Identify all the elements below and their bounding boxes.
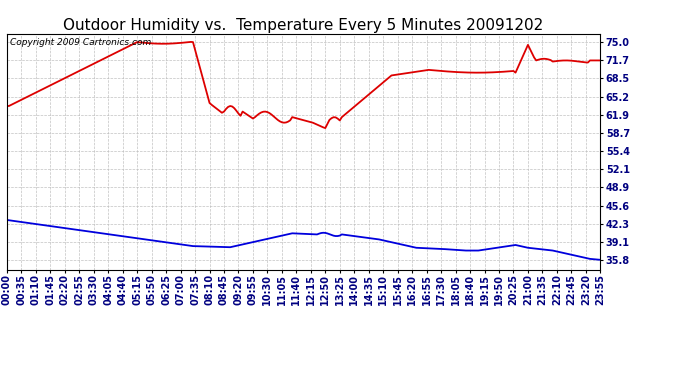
Text: Copyright 2009 Cartronics.com: Copyright 2009 Cartronics.com <box>10 39 151 48</box>
Title: Outdoor Humidity vs.  Temperature Every 5 Minutes 20091202: Outdoor Humidity vs. Temperature Every 5… <box>63 18 544 33</box>
